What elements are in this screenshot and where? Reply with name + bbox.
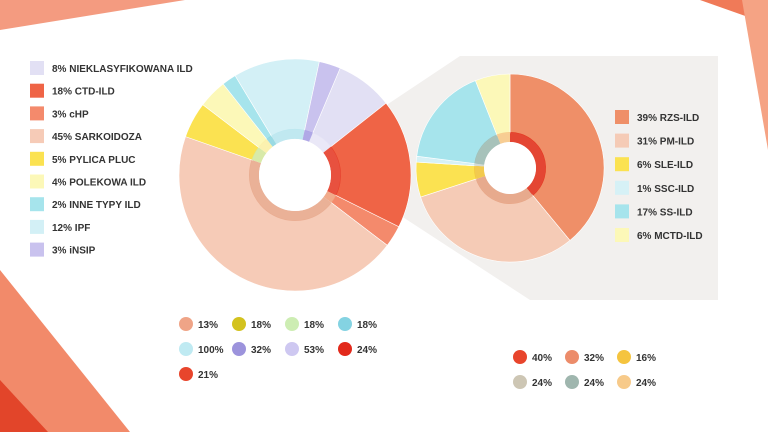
summary-label: 18% <box>357 320 377 331</box>
legend-swatch <box>615 110 629 124</box>
legend-swatch <box>615 133 629 148</box>
breakdown-donut-chart <box>415 73 605 263</box>
summary-dot <box>513 350 527 364</box>
main-donut-chart <box>178 58 412 292</box>
summary-dot <box>179 342 193 356</box>
summary-label: 32% <box>584 353 604 364</box>
legend-label: 2% INNE TYPY ILD <box>52 200 141 211</box>
inner-ring-slice <box>266 135 277 147</box>
summary-dot <box>617 350 631 364</box>
summary-dot <box>338 317 352 331</box>
main-legend: 8% NIEKLASYFIKOWANA ILD 18% CTD-ILD 3% cHP… <box>30 61 193 257</box>
decor-bottom-left-shape <box>0 270 130 432</box>
legend-label: 18% CTD-ILD <box>52 87 115 98</box>
legend-swatch <box>30 197 44 212</box>
summary-label: 32% <box>251 345 271 356</box>
legend-label: 45% SARKOIDOZA <box>52 132 142 143</box>
decor-bottom-left-dark-shape <box>0 380 48 432</box>
legend-label: 31% PM-ILD <box>637 137 694 148</box>
legend-label: 5% PYLICA PLUC <box>52 155 136 166</box>
summary-label: 18% <box>304 320 324 331</box>
summary-dot <box>285 342 299 356</box>
legend-label: 6% SLE-ILD <box>637 160 693 171</box>
inner-ring-slice <box>323 191 337 203</box>
legend-swatch <box>615 204 629 219</box>
legend-swatch <box>615 180 629 195</box>
summary-dot <box>565 375 579 389</box>
summary-dot <box>285 317 299 331</box>
inner-ring-slice <box>271 129 305 145</box>
donut-hole <box>484 142 536 194</box>
summary-label: 24% <box>357 345 377 356</box>
summary-dot <box>232 342 246 356</box>
legend-swatch <box>30 61 44 75</box>
summary-dot <box>617 375 631 389</box>
summary-dot <box>179 317 193 331</box>
decor-top-left-shape <box>0 0 185 30</box>
legend-swatch <box>30 129 44 144</box>
legend-label: 17% SS-ILD <box>637 207 693 218</box>
legend-label: 8% NIEKLASYFIKOWANA ILD <box>52 64 193 75</box>
inner-ring-slice <box>496 132 510 144</box>
legend-swatch <box>615 157 629 172</box>
summary-label: 24% <box>584 378 604 389</box>
inner-ring-slice <box>258 138 273 154</box>
summary-dot <box>232 317 246 331</box>
summary-label: 16% <box>636 353 656 364</box>
decor-right-edge-shape <box>742 0 768 150</box>
legend-swatch <box>30 242 44 257</box>
inner-ring-slice <box>248 159 332 221</box>
donut-hole <box>259 139 331 211</box>
summary-dot <box>513 375 527 389</box>
inner-ring-slice <box>251 147 267 164</box>
summary-label: 18% <box>251 320 271 331</box>
legend-label: 39% RZS-ILD <box>637 113 699 124</box>
legend-label: 6% MCTD-ILD <box>637 231 703 242</box>
inner-ring-slice <box>302 130 313 142</box>
summary-dot <box>179 367 193 381</box>
legend-swatch <box>615 228 629 242</box>
summary-label: 21% <box>198 370 218 381</box>
breakdown-summary-legend: 40% 32% 16% 24% 24% 24% <box>513 350 656 389</box>
inner-ring-slice <box>474 163 485 167</box>
summary-dot <box>338 342 352 356</box>
legend-swatch <box>30 219 44 234</box>
main-summary-legend: 13% 18% 18% 18% 100% 32% 53% 24% 21% <box>179 317 377 381</box>
inner-ring-slice <box>510 132 546 196</box>
inner-ring-slice <box>474 165 486 180</box>
breakdown-legend: 39% RZS-ILD 31% PM-ILD 6% SLE-ILD 1% SSC-IL… <box>615 110 703 242</box>
inner-ring-slice <box>474 134 501 165</box>
legend-swatch <box>30 174 44 189</box>
legend-label: 4% POLEKOWA ILD <box>52 178 146 189</box>
legend-swatch <box>30 106 44 121</box>
legend-swatch <box>30 83 44 98</box>
legend-label: 12% IPF <box>52 223 90 234</box>
inner-ring-slice <box>475 176 533 204</box>
summary-label: 53% <box>304 345 324 356</box>
summary-label: 40% <box>532 353 552 364</box>
summary-label: 24% <box>532 378 552 389</box>
legend-label: 3% iNSIP <box>52 246 96 257</box>
summary-dot <box>565 350 579 364</box>
summary-label: 13% <box>198 320 218 331</box>
summary-label: 24% <box>636 378 656 389</box>
legend-label: 1% SSC-ILD <box>637 184 694 195</box>
inner-ring-slice <box>309 132 332 153</box>
inner-ring-slice <box>323 146 342 196</box>
summary-label: 100% <box>198 345 224 356</box>
legend-swatch <box>30 151 44 166</box>
legend-label: 3% cHP <box>52 109 89 120</box>
